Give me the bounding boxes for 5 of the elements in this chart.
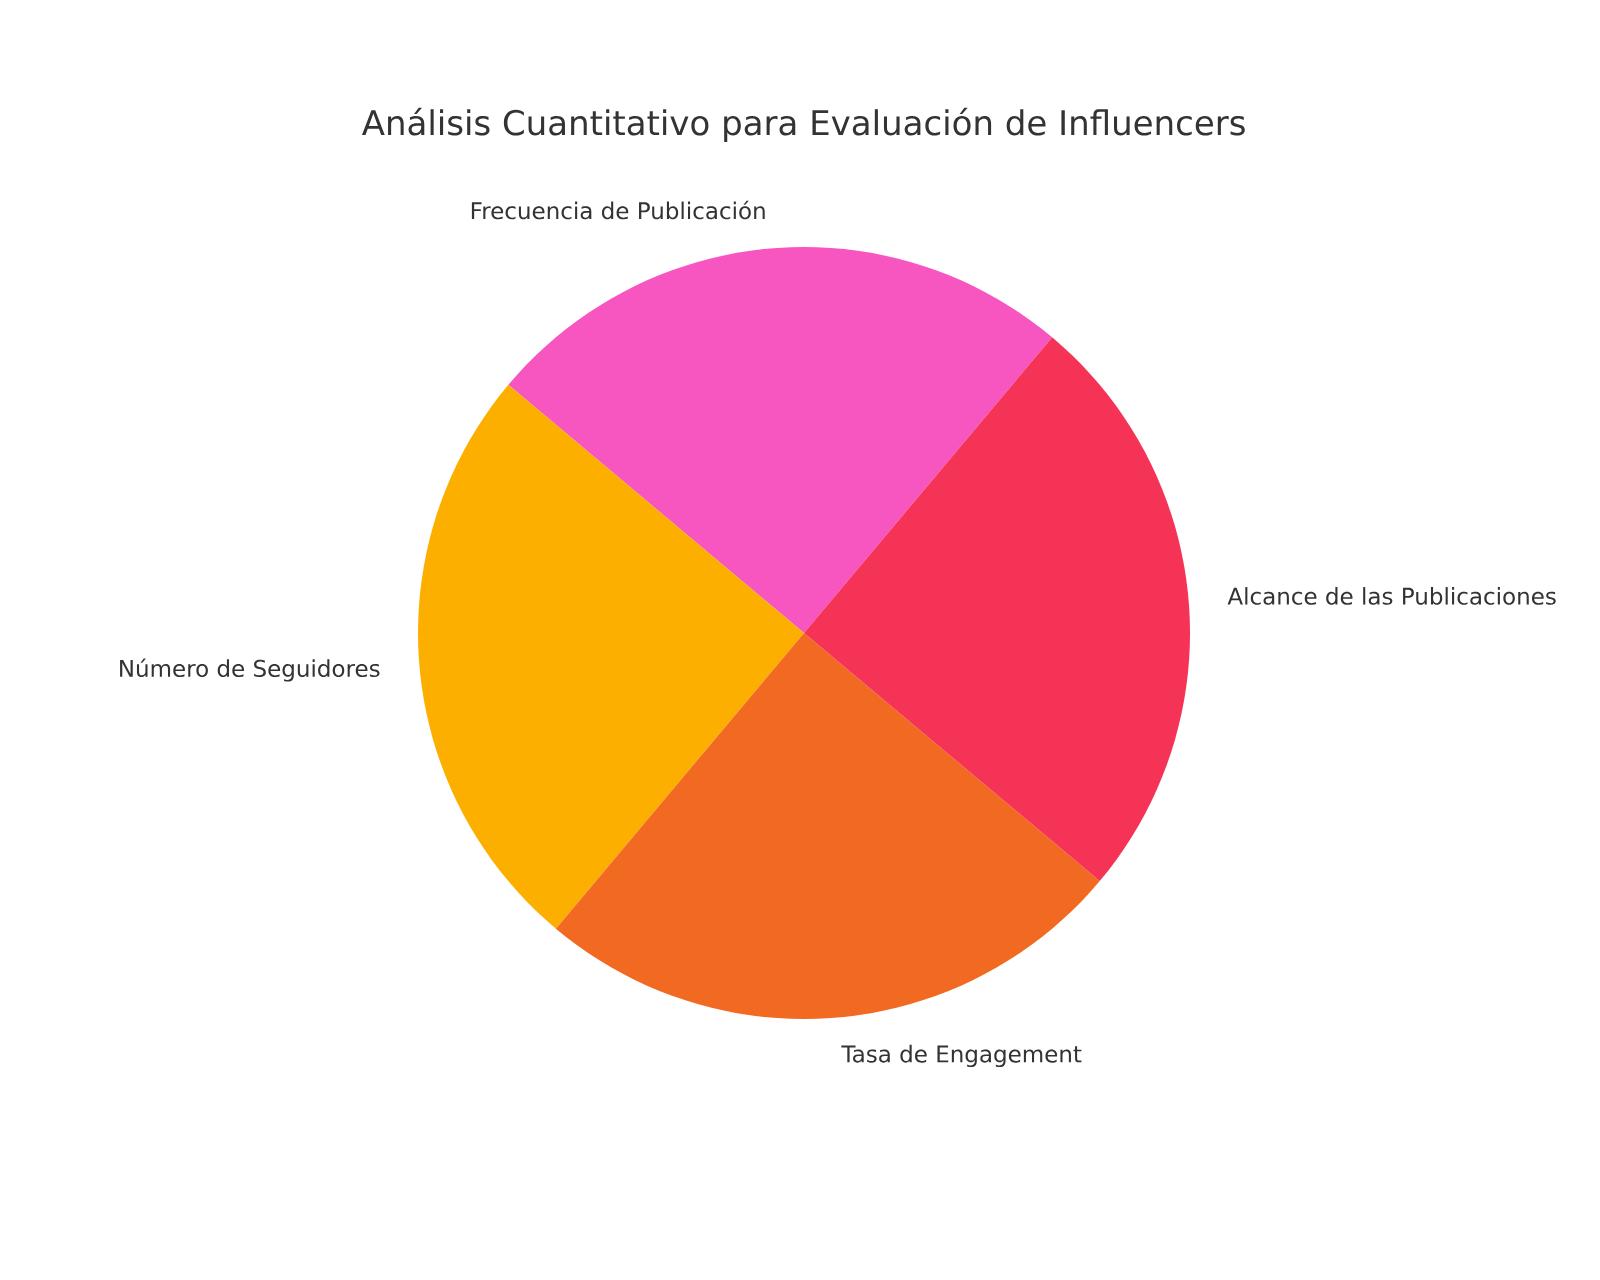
slice-label: Alcance de las Publicaciones: [1227, 587, 1556, 605]
chart-title: Análisis Cuantitativo para Evaluación de Influencers: [361, 107, 1245, 143]
slice-label: Número de Seguidores: [120, 658, 380, 682]
slice-label: Frecuencia de Publicación: [471, 200, 765, 220]
slice-label: Tasa de Engagement: [841, 1044, 1082, 1068]
